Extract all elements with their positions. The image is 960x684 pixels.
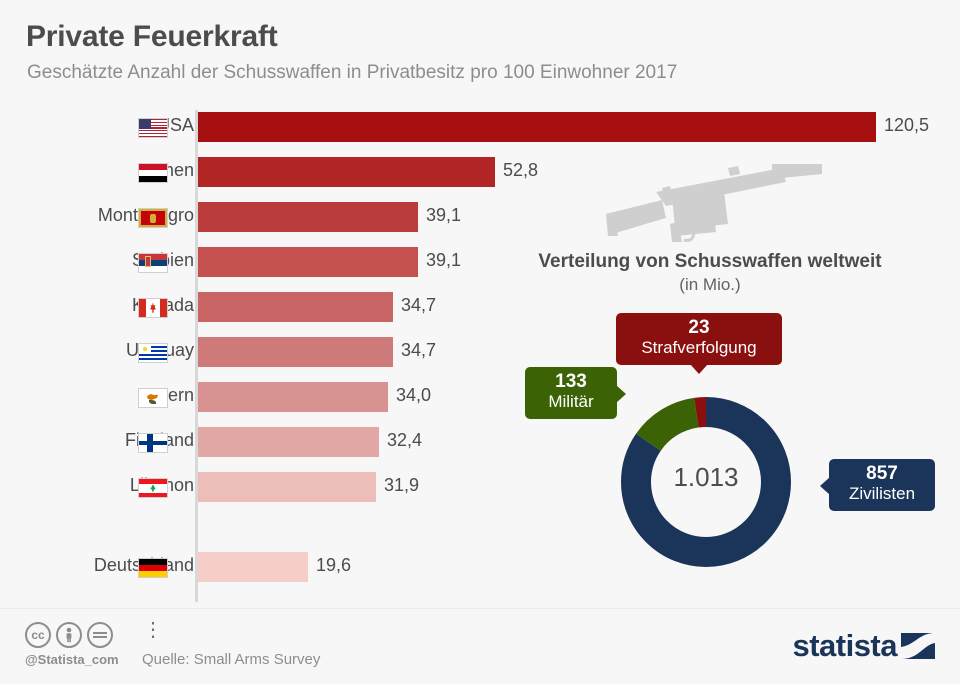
callout-tail-icon (690, 363, 708, 374)
rs-flag-icon (138, 253, 168, 273)
statista-handle: @Statista_com (25, 652, 119, 667)
table-row: Finnland 32,4 (0, 427, 960, 457)
person-glyph-icon (66, 627, 72, 643)
ca-flag-icon (138, 298, 168, 318)
us-flag-icon (138, 118, 168, 138)
table-row: Kanada 34,7 (0, 292, 960, 322)
table-row: Zypern 34,0 (0, 382, 960, 412)
cc-nd-icon[interactable] (87, 622, 113, 648)
donut-segment-strafverfolgung (621, 397, 791, 567)
equals-glyph-icon (93, 632, 107, 638)
bar-chart: USA 120,5 Jemen (0, 108, 929, 640)
bar-value-jemen: 52,8 (503, 160, 539, 180)
callout-tail-icon (616, 385, 626, 403)
callout-label: Strafverfolgung (641, 337, 757, 357)
donut-chart-svg (621, 397, 791, 567)
creative-commons-icons[interactable]: cc (25, 622, 113, 648)
lb-flag-icon (138, 478, 168, 498)
table-row: Deutschland 19,6 (0, 552, 960, 582)
uy-flag-icon (138, 343, 168, 363)
bar-value-serbien: 39,1 (426, 250, 462, 270)
bar-montenegro (198, 202, 418, 232)
donut-callout-strafverfolgung: 23 Strafverfolgung (616, 313, 782, 374)
bar-value-uruguay: 34,7 (401, 340, 437, 360)
table-row: Montenegro 39,1 (0, 202, 960, 232)
fi-flag-icon (138, 433, 168, 453)
cy-flag-icon (138, 388, 168, 408)
cc-icon[interactable]: cc (25, 622, 51, 648)
donut-callout-militaer: 133 Militär (525, 367, 626, 419)
bar-value-libanon: 31,9 (384, 475, 420, 495)
ye-flag-icon (138, 163, 168, 183)
footer-divider (0, 608, 960, 609)
bar-jemen (198, 157, 495, 187)
table-row: USA 120,5 (0, 112, 960, 142)
bar-usa (198, 112, 876, 142)
table-row: Libanon 31,9 (0, 472, 960, 502)
de-flag-icon (138, 558, 168, 578)
donut-chart-subtitle: (in Mio.) (679, 275, 741, 294)
bar-value-deutschland: 19,6 (316, 555, 352, 575)
chart-axis-line (195, 110, 198, 602)
donut-callout-zivilisten: 857 Zivilisten (820, 459, 935, 511)
page-subtitle: Geschätzte Anzahl der Schusswaffen in Pr… (27, 62, 678, 83)
statista-logo[interactable]: statista (792, 630, 935, 661)
donut-center-total: 1.013 (673, 462, 739, 492)
callout-tail-icon (820, 477, 830, 495)
bar-value-montenegro: 39,1 (426, 205, 462, 225)
bar-value-kanada: 34,7 (401, 295, 437, 315)
callout-value: 23 (688, 317, 710, 338)
statista-wordmark: statista (792, 628, 897, 663)
truncation-ellipsis: ⋮ (143, 619, 163, 641)
me-flag-icon (138, 208, 168, 228)
table-row: Uruguay 34,7 (0, 337, 960, 367)
bar-value-zypern: 34,0 (396, 385, 432, 405)
rifle-silhouette-icon (606, 164, 822, 242)
bar-uruguay (198, 337, 393, 367)
bar-serbien (198, 247, 418, 277)
table-row: Serbien 39,1 (0, 247, 960, 277)
cc-glyph: cc (31, 628, 45, 642)
bar-value-finnland: 32,4 (387, 430, 423, 450)
bar-value-usa: 120,5 (884, 115, 930, 135)
bar-kanada (198, 292, 393, 322)
page-title: Private Feuerkraft (26, 20, 278, 53)
source-note: Quelle: Small Arms Survey (142, 651, 321, 668)
bar-libanon (198, 472, 376, 502)
callout-label: Militär (548, 391, 594, 411)
table-row: Jemen 52,8 (0, 157, 960, 187)
callout-value: 857 (866, 463, 898, 484)
callout-value: 133 (555, 371, 587, 392)
donut-chart: 1.013 (596, 372, 816, 592)
callout-label: Zivilisten (848, 483, 916, 503)
bar-zypern (198, 382, 388, 412)
bar-finnland (198, 427, 379, 457)
bar-deutschland (198, 552, 308, 582)
statista-mark-icon (901, 632, 935, 659)
donut-chart-title: Verteilung von Schusswaffen weltweit (538, 251, 882, 272)
cc-by-icon[interactable] (56, 622, 82, 648)
